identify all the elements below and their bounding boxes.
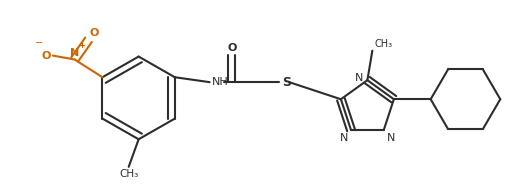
Text: CH₃: CH₃ — [374, 39, 392, 49]
Text: O: O — [228, 43, 237, 53]
Text: CH₃: CH₃ — [119, 169, 138, 179]
Text: +: + — [78, 41, 85, 50]
Text: O: O — [90, 28, 99, 38]
Text: −: − — [35, 38, 43, 48]
Text: N: N — [70, 47, 79, 58]
Text: N: N — [387, 133, 395, 143]
Text: S: S — [282, 76, 291, 89]
Text: O: O — [41, 51, 51, 61]
Text: NH: NH — [212, 77, 229, 87]
Text: N: N — [340, 133, 348, 143]
Text: N: N — [355, 73, 363, 83]
